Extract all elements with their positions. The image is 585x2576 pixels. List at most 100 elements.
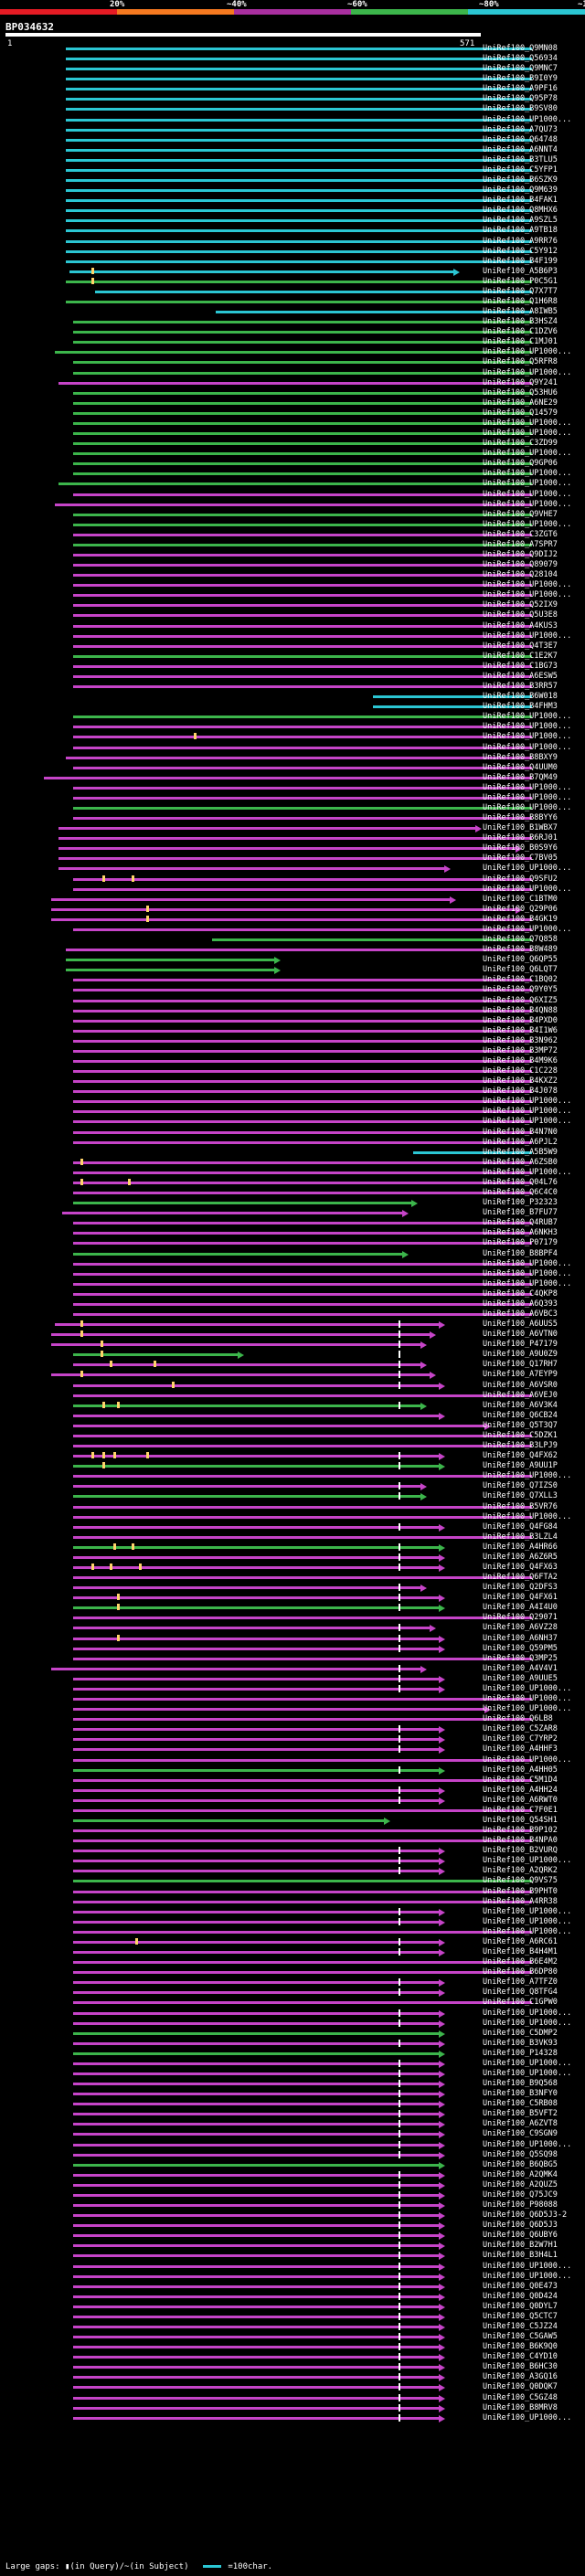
hit-row[interactable]: UniRef100_Q9Y0Y5 — [0, 985, 585, 995]
hit-row[interactable]: UniRef100_P14328 — [0, 2048, 585, 2059]
hit-row[interactable]: UniRef100_Q6LQT7 — [0, 965, 585, 975]
hit-label[interactable]: UniRef100_B8MRV8 — [483, 2402, 558, 2412]
hit-label[interactable]: UniRef100_UP1000... — [483, 1856, 572, 1866]
hit-row[interactable]: UniRef100_UP1000... — [0, 732, 585, 742]
hit-row[interactable]: UniRef100_B3RR57 — [0, 682, 585, 692]
hit-row[interactable]: UniRef100_C4QKP8 — [0, 1289, 585, 1299]
hit-row[interactable]: UniRef100_UP1000... — [0, 1168, 585, 1178]
hit-label[interactable]: UniRef100_Q7X7T7 — [483, 286, 558, 296]
hit-row[interactable]: UniRef100_B6QBG5 — [0, 2160, 585, 2170]
hit-label[interactable]: UniRef100_A4HH05 — [483, 1765, 558, 1775]
hit-label[interactable]: UniRef100_A9SZL5 — [483, 216, 558, 226]
hit-label[interactable]: UniRef100_A6Z6R5 — [483, 1552, 558, 1562]
hit-row[interactable]: UniRef100_B3TLU5 — [0, 155, 585, 165]
hit-label[interactable]: UniRef100_C5DMP2 — [483, 2028, 558, 2038]
hit-label[interactable]: UniRef100_A4HHF3 — [483, 1744, 558, 1754]
hit-row[interactable]: UniRef100_Q4FX61 — [0, 1593, 585, 1603]
hit-row[interactable]: UniRef100_B4FHM3 — [0, 702, 585, 712]
hit-row[interactable]: UniRef100_Q9GP06 — [0, 459, 585, 469]
hit-row[interactable]: UniRef100_Q56934 — [0, 54, 585, 64]
hit-label[interactable]: UniRef100_B7FU77 — [483, 1208, 558, 1218]
hit-row[interactable]: UniRef100_UP1000... — [0, 590, 585, 600]
hit-row[interactable]: UniRef100_C5DZK1 — [0, 1431, 585, 1441]
hit-row[interactable]: UniRef100_C1C228 — [0, 1066, 585, 1076]
hit-row[interactable]: UniRef100_UP1000... — [0, 1704, 585, 1714]
hit-row[interactable]: UniRef100_A7QU73 — [0, 125, 585, 135]
hit-row[interactable]: UniRef100_A6RWT0 — [0, 1796, 585, 1806]
hit-label[interactable]: UniRef100_Q4FX63 — [483, 1563, 558, 1572]
hit-label[interactable]: UniRef100_UP1000... — [483, 712, 572, 722]
hit-row[interactable]: UniRef100_B3LZL4 — [0, 1532, 585, 1542]
hit-label[interactable]: UniRef100_Q1H6R8 — [483, 297, 558, 306]
hit-label[interactable]: UniRef100_B7QM49 — [483, 772, 558, 782]
hit-row[interactable]: UniRef100_B8BYY6 — [0, 813, 585, 823]
hit-row[interactable]: UniRef100_UP1000... — [0, 500, 585, 510]
hit-row[interactable]: UniRef100_UP1000... — [0, 864, 585, 874]
hit-label[interactable]: UniRef100_B9P102 — [483, 1826, 558, 1836]
hit-label[interactable]: UniRef100_Q9Y0Y5 — [483, 985, 558, 995]
hit-row[interactable]: UniRef100_B4GK19 — [0, 915, 585, 925]
hit-label[interactable]: UniRef100_A9UU1P — [483, 1461, 558, 1471]
hit-row[interactable]: UniRef100_Q54SH1 — [0, 1816, 585, 1826]
hit-row[interactable]: UniRef100_UP1000... — [0, 783, 585, 793]
hit-label[interactable]: UniRef100_B9PHT0 — [483, 1886, 558, 1896]
hit-row[interactable]: UniRef100_Q04L76 — [0, 1177, 585, 1188]
hit-row[interactable]: UniRef100_B3VK93 — [0, 2039, 585, 2049]
hit-label[interactable]: UniRef100_B4PXD0 — [483, 1015, 558, 1025]
hit-row[interactable]: UniRef100_Q59PM5 — [0, 1644, 585, 1654]
hit-row[interactable]: UniRef100_Q75JC9 — [0, 2190, 585, 2200]
hit-label[interactable]: UniRef100_UP1000... — [483, 2058, 572, 2068]
hit-label[interactable]: UniRef100_B2VURQ — [483, 1846, 558, 1856]
hit-row[interactable]: UniRef100_UP1000... — [0, 2069, 585, 2079]
hit-row[interactable]: UniRef100_Q6XIZ5 — [0, 996, 585, 1006]
hit-label[interactable]: UniRef100_Q54SH1 — [483, 1816, 558, 1825]
hit-label[interactable]: UniRef100_UP1000... — [483, 1906, 572, 1916]
hit-label[interactable]: UniRef100_C9SGN9 — [483, 2129, 558, 2139]
hit-row[interactable]: UniRef100_Q29071 — [0, 1613, 585, 1623]
hit-row[interactable]: UniRef100_Q5U3E8 — [0, 610, 585, 620]
hit-row[interactable]: UniRef100_Q5RFR8 — [0, 357, 585, 367]
hit-label[interactable]: UniRef100_Q04L76 — [483, 1177, 558, 1187]
hit-label[interactable]: UniRef100_UP1000... — [483, 1258, 572, 1268]
hit-label[interactable]: UniRef100_Q5U3E8 — [483, 610, 558, 620]
hit-label[interactable]: UniRef100_B4QN88 — [483, 1005, 558, 1015]
hit-label[interactable]: UniRef100_B4NPA0 — [483, 1836, 558, 1846]
hit-row[interactable]: UniRef100_A6Q393 — [0, 1299, 585, 1309]
hit-label[interactable]: UniRef100_B1WBX7 — [483, 823, 558, 833]
hit-label[interactable]: UniRef100_Q9SFU2 — [483, 874, 558, 884]
hit-row[interactable]: UniRef100_Q0DQK7 — [0, 2382, 585, 2392]
hit-label[interactable]: UniRef100_P14328 — [483, 2048, 558, 2058]
hit-label[interactable]: UniRef100_UP1000... — [483, 1278, 572, 1288]
hit-row[interactable]: UniRef100_B3HSZ4 — [0, 317, 585, 327]
hit-row[interactable]: UniRef100_A4I4U0 — [0, 1603, 585, 1613]
hit-label[interactable]: UniRef100_UP1000... — [483, 2261, 572, 2271]
hit-row[interactable]: UniRef100_A4V4V1 — [0, 1664, 585, 1674]
hit-label[interactable]: UniRef100_Q14579 — [483, 408, 558, 418]
hit-label[interactable]: UniRef100_UP1000... — [483, 347, 572, 357]
hit-label[interactable]: UniRef100_UP1000... — [483, 864, 572, 874]
hit-label[interactable]: UniRef100_Q8MHX6 — [483, 206, 558, 216]
hit-row[interactable]: UniRef100_P32323 — [0, 1198, 585, 1208]
hit-label[interactable]: UniRef100_Q6D5J3-2 — [483, 2210, 568, 2221]
hit-label[interactable]: UniRef100_A2QMK4 — [483, 2169, 558, 2179]
hit-row[interactable]: UniRef100_Q9MN08 — [0, 44, 585, 54]
hit-label[interactable]: UniRef100_C5GAW5 — [483, 2332, 558, 2342]
hit-label[interactable]: UniRef100_A6PJL2 — [483, 1137, 558, 1147]
hit-label[interactable]: UniRef100_UP1000... — [483, 479, 572, 489]
hit-label[interactable]: UniRef100_A6ZVT8 — [483, 2119, 558, 2129]
hit-label[interactable]: UniRef100_Q53HU6 — [483, 387, 558, 398]
hit-label[interactable]: UniRef100_A7TFZ0 — [483, 1977, 558, 1988]
hit-row[interactable]: UniRef100_Q8TFG4 — [0, 1988, 585, 1998]
hit-label[interactable]: UniRef100_B4F199 — [483, 256, 558, 266]
hit-label[interactable]: UniRef100_Q29071 — [483, 1613, 558, 1623]
hit-row[interactable]: UniRef100_UP1000... — [0, 1258, 585, 1269]
hit-row[interactable]: UniRef100_A9RR76 — [0, 237, 585, 247]
hit-label[interactable]: UniRef100_B5VFT2 — [483, 2109, 558, 2119]
hit-row[interactable]: UniRef100_C1GPW0 — [0, 1998, 585, 2008]
hit-label[interactable]: UniRef100_A3GQ16 — [483, 2372, 558, 2382]
hit-row[interactable]: UniRef100_C5ZAR8 — [0, 1724, 585, 1734]
hit-row[interactable]: UniRef100_B7QM49 — [0, 772, 585, 783]
hit-label[interactable]: UniRef100_A6UUS5 — [483, 1320, 558, 1330]
hit-label[interactable]: UniRef100_A5B5W9 — [483, 1147, 558, 1157]
hit-label[interactable]: UniRef100_Q56934 — [483, 54, 558, 64]
